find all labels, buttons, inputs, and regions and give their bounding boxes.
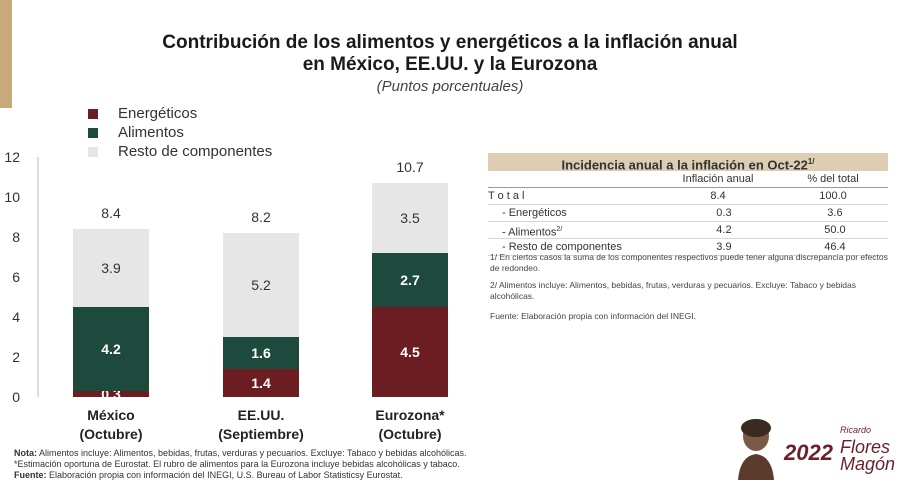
table-row-label-text: - Alimentos bbox=[502, 226, 557, 239]
logo-name-3: Magón bbox=[840, 454, 896, 474]
logo-name-1: Ricardo bbox=[840, 425, 872, 435]
logo-name-2: Flores bbox=[840, 437, 891, 457]
table-col-inflacion: Inflación anual bbox=[682, 173, 754, 185]
x-category-sublabel: (Septiembre) bbox=[218, 426, 304, 442]
logo-name: Ricardo Flores Magón bbox=[840, 422, 895, 473]
table-row: - Resto de componentes 3.9 46.4 bbox=[488, 239, 888, 256]
x-category-label: México bbox=[87, 407, 134, 423]
table-col-blank bbox=[488, 171, 658, 187]
table-row-pct: 50.0 bbox=[824, 224, 846, 236]
table-row-label: - Energéticos bbox=[502, 207, 567, 219]
table-row: T o t a l 8.4 100.0 bbox=[488, 188, 888, 205]
y-tick-label: 8 bbox=[12, 229, 20, 245]
chart-title: Contribución de los alimentos y energéti… bbox=[162, 32, 738, 53]
legend-swatch-alimentos bbox=[88, 127, 98, 138]
bar-segment bbox=[223, 369, 299, 397]
x-category-label: Eurozona* bbox=[375, 407, 445, 423]
footnote-estimacion: *Estimación oportuna de Eurostat. El rub… bbox=[14, 459, 460, 469]
bar-total-label: 8.4 bbox=[101, 205, 121, 221]
bar-segment bbox=[73, 307, 149, 391]
footnote-fuente: Fuente: Elaboración propia con informaci… bbox=[14, 470, 714, 481]
footnote-nota: Nota: Alimentos incluye: Alimentos, bebi… bbox=[14, 448, 714, 459]
legend-item-alimentos: Alimentos bbox=[88, 123, 272, 142]
chart-subtitle: (Puntos porcentuales) bbox=[376, 78, 524, 95]
y-tick-label: 10 bbox=[4, 189, 20, 205]
table-row-inflacion: 3.9 bbox=[716, 241, 732, 253]
table-note-fuente: Fuente: Elaboración propia con informaci… bbox=[490, 311, 697, 321]
legend-item-energeticos: Energéticos bbox=[88, 104, 272, 123]
logo-year: 2022 bbox=[784, 440, 833, 465]
bar-data-label: 1.4 bbox=[251, 375, 271, 391]
portrait-icon bbox=[738, 419, 774, 480]
x-category-sublabel: (Octubre) bbox=[80, 426, 143, 442]
footnote-fuente-text: Elaboración propia con información del I… bbox=[46, 470, 403, 480]
incidencia-table: Incidencia anual a la inflación en Oct-2… bbox=[488, 153, 888, 256]
table-row-note: 2/ bbox=[556, 226, 563, 233]
bar-segment bbox=[372, 183, 448, 253]
legend-item-resto: Resto de componentes bbox=[88, 142, 272, 161]
legend-swatch-energeticos bbox=[88, 108, 98, 119]
bar-data-label: 1.6 bbox=[251, 345, 271, 361]
table-title: Incidencia anual a la inflación en Oct-2… bbox=[488, 153, 888, 173]
bar-data-label: 3.9 bbox=[101, 260, 121, 276]
table-note-2: 2/ Alimentos incluye: Alimentos, bebidas… bbox=[490, 280, 857, 301]
flores-magon-logo: 2022 Ricardo Flores Magón bbox=[730, 410, 895, 486]
y-tick-label: 12 bbox=[4, 149, 20, 165]
footnote-nota-label: Nota: bbox=[14, 448, 37, 458]
bar-segment bbox=[73, 391, 149, 397]
y-tick-label: 4 bbox=[12, 309, 20, 325]
y-tick-label: 6 bbox=[12, 269, 20, 285]
table-note-1: 1/ En ciertos casos la suma de los compo… bbox=[490, 252, 888, 273]
legend-label-energeticos: Energéticos bbox=[118, 105, 198, 122]
table-row-pct: 3.6 bbox=[827, 207, 843, 219]
table-row-pct: 100.0 bbox=[819, 190, 847, 202]
table-col-pct: % del total bbox=[807, 173, 859, 185]
table-row-label: - Alimentos2/ bbox=[488, 222, 666, 239]
table-row-label: - Resto de componentes bbox=[502, 241, 622, 253]
bar-total-label: 8.2 bbox=[251, 209, 271, 225]
side-accent-tab bbox=[0, 0, 12, 108]
bar-data-label: 5.2 bbox=[251, 277, 271, 293]
table-header-row: Inflación anual % del total bbox=[488, 171, 888, 188]
stacked-bar-chart: 0246810120.34.23.98.4México(Octubre)1.41… bbox=[4, 149, 448, 442]
bar-segment bbox=[372, 307, 448, 397]
table-row-label: T o t a l bbox=[488, 190, 525, 202]
table-row-inflacion: 0.3 bbox=[716, 207, 732, 219]
chart-title-line2: en México, EE.UU. y la Eurozona bbox=[302, 54, 598, 75]
bar-segment bbox=[73, 229, 149, 307]
legend-swatch-resto bbox=[88, 146, 98, 157]
y-tick-label: 0 bbox=[12, 389, 20, 405]
bar-data-label: 3.5 bbox=[400, 210, 420, 226]
bottom-footnotes: Nota: Alimentos incluye: Alimentos, bebi… bbox=[14, 448, 714, 481]
table-title-text: Incidencia anual a la inflación en Oct-2… bbox=[561, 157, 808, 173]
bar-segment bbox=[223, 233, 299, 337]
x-category-sublabel: (Octubre) bbox=[379, 426, 442, 442]
chart-legend: Energéticos Alimentos Resto de component… bbox=[88, 104, 272, 161]
bar-total-label: 10.7 bbox=[396, 159, 423, 175]
table-title-note: 1/ bbox=[807, 157, 815, 166]
legend-label-resto: Resto de componentes bbox=[118, 143, 273, 160]
table-row: - Alimentos2/ 4.2 50.0 bbox=[488, 222, 888, 239]
bar-segment bbox=[223, 337, 299, 369]
table-row-inflacion: 4.2 bbox=[716, 224, 732, 236]
bar-segment bbox=[372, 253, 448, 307]
table-row-inflacion: 8.4 bbox=[710, 190, 726, 202]
y-tick-label: 2 bbox=[12, 349, 20, 365]
legend-label-alimentos: Alimentos bbox=[118, 124, 184, 141]
bar-data-label: 4.2 bbox=[101, 341, 121, 357]
bar-data-label: 2.7 bbox=[400, 272, 420, 288]
x-category-label: EE.UU. bbox=[238, 407, 285, 423]
bar-data-label: 4.5 bbox=[400, 344, 420, 360]
table-row: - Energéticos 0.3 3.6 bbox=[488, 205, 888, 222]
footnote-fuente-label: Fuente: bbox=[14, 470, 47, 480]
table-row-pct: 46.4 bbox=[824, 241, 846, 253]
footnote-nota-text: Alimentos incluye: Alimentos, bebidas, f… bbox=[37, 448, 467, 458]
